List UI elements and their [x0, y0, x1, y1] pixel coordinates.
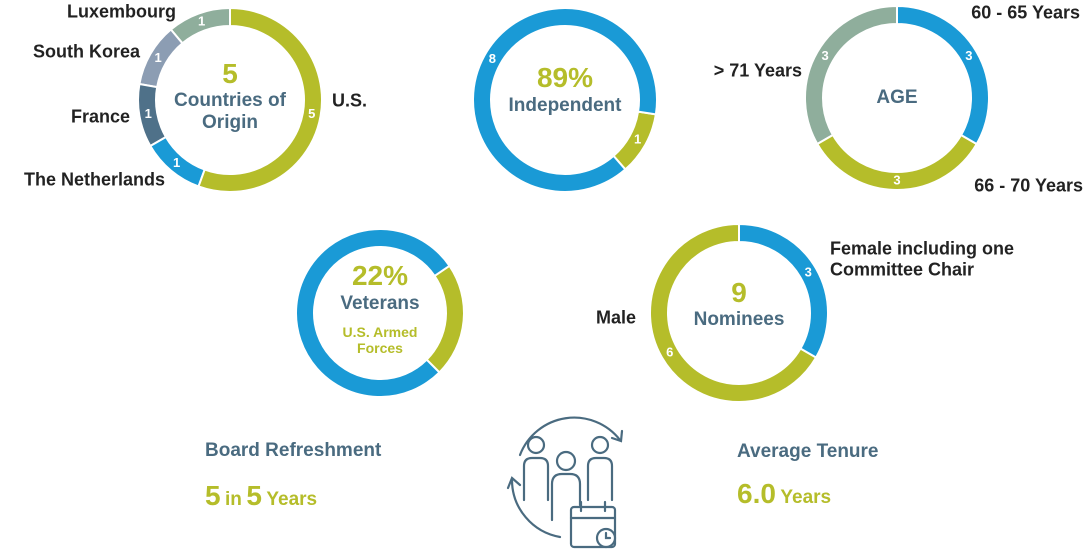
average-tenure-title: Average Tenure — [737, 441, 879, 462]
center-text: Nominees — [693, 309, 785, 331]
category-label: The Netherlands — [23, 169, 165, 190]
donut-segment — [138, 28, 184, 89]
center-text: Independent — [508, 95, 622, 117]
center-text: U.S. Armed Forces — [342, 323, 418, 356]
donut-segment — [804, 4, 898, 146]
donut-segment — [649, 222, 818, 403]
value-label: 3 — [822, 48, 829, 63]
tenure-unit: Years — [780, 487, 832, 508]
donut-segment — [425, 264, 465, 374]
center-text: 22% — [351, 259, 409, 291]
center-text: AGE — [876, 87, 918, 109]
center-text: 5 — [222, 57, 238, 89]
refresh-icon — [506, 416, 624, 549]
donut-segment — [197, 6, 323, 193]
donut-segment — [295, 228, 451, 398]
donut-segment — [896, 4, 990, 146]
value-label: 1 — [634, 132, 641, 147]
donut-segment — [148, 135, 206, 188]
refresh-years: 5 — [246, 480, 262, 511]
refresh-unit: Years — [266, 489, 318, 510]
category-label: France — [70, 106, 130, 127]
value-label: 6 — [666, 344, 673, 359]
center-text: 89% — [536, 61, 594, 93]
donut-segment — [472, 7, 658, 193]
category-label: South Korea — [32, 41, 140, 62]
category-label: 60 - 65 Years — [971, 2, 1080, 23]
value-label: 1 — [155, 50, 162, 65]
center-text: Veterans — [340, 293, 420, 315]
value-label: 3 — [893, 172, 900, 187]
category-label: U.S. — [332, 90, 368, 111]
donut-segment — [815, 133, 979, 191]
board-refreshment-title: Board Refreshment — [205, 440, 382, 461]
value-label: 8 — [489, 51, 496, 66]
center-text: Countries of Origin — [174, 90, 286, 133]
refresh-connector: in — [225, 489, 242, 510]
center-text: 9 — [731, 276, 747, 308]
category-label: Luxembourg — [66, 1, 176, 22]
value-label: 3 — [805, 264, 812, 279]
value-label: 5 — [308, 106, 315, 121]
refresh-count: 5 — [205, 480, 221, 511]
tenure-value: 6.0 — [737, 478, 776, 509]
average-tenure-value: 6.0 Years — [737, 478, 831, 510]
category-label: > 71 Years — [713, 60, 802, 81]
category-label: Female including one Committee Chair — [830, 238, 1015, 279]
donut-segment — [137, 82, 168, 148]
value-label: 1 — [198, 13, 205, 28]
value-label: 3 — [965, 48, 972, 63]
category-label: Male — [595, 307, 636, 328]
donut-segment — [738, 222, 829, 359]
value-label: 1 — [145, 106, 152, 121]
value-label: 1 — [173, 155, 180, 170]
board-refreshment-value: 5 in 5 Years — [205, 480, 317, 512]
category-label: 66 - 70 Years — [974, 175, 1083, 196]
